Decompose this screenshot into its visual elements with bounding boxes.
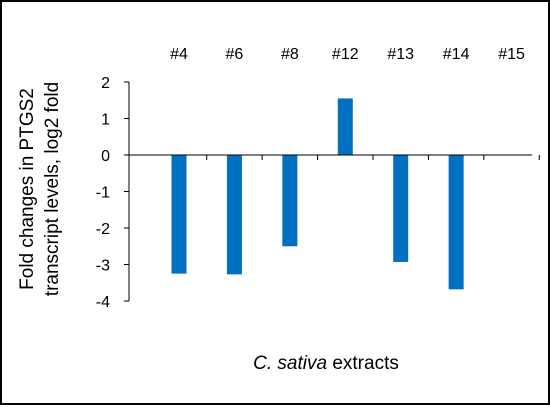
bar-extract-13 (393, 155, 409, 262)
y-axis-title-line1: Fold changes in PTGS2 (17, 88, 38, 290)
y-tick-label: -2 (96, 221, 110, 238)
category-label: #14 (443, 46, 470, 63)
category-labels: #4 #6 #8 #12 #13 #14 #15 (170, 46, 525, 63)
category-label: #6 (226, 46, 244, 63)
x-axis-title: C. sativa extracts (253, 353, 399, 374)
category-label: #12 (332, 46, 359, 63)
y-tick-label: -1 (96, 185, 110, 202)
y-tick-label: 0 (101, 148, 110, 165)
x-axis-title-rest: extracts (327, 353, 399, 374)
category-label: #8 (281, 46, 299, 63)
category-label: #4 (170, 46, 188, 63)
x-axis-tick-marks (206, 155, 540, 160)
y-tick-label: 2 (101, 75, 110, 92)
y-tick-label: -4 (96, 294, 110, 311)
y-tick-label: -3 (96, 258, 110, 275)
bar-extract-4 (171, 155, 187, 274)
bar-extract-8 (282, 155, 298, 247)
y-axis-title-line2: transcript levels, log2 fold (42, 82, 63, 296)
bar-extract-12 (337, 98, 353, 155)
x-axis-title-italic: C. sativa (253, 353, 327, 374)
category-label: #15 (498, 46, 525, 63)
bar-series (171, 98, 464, 290)
y-tick-label: 1 (101, 112, 110, 129)
category-label: #13 (387, 46, 414, 63)
bar-extract-14 (448, 155, 464, 290)
y-axis-ticks: 2 1 0 -1 -2 -3 -4 (96, 75, 129, 311)
bar-extract-6 (226, 155, 242, 275)
